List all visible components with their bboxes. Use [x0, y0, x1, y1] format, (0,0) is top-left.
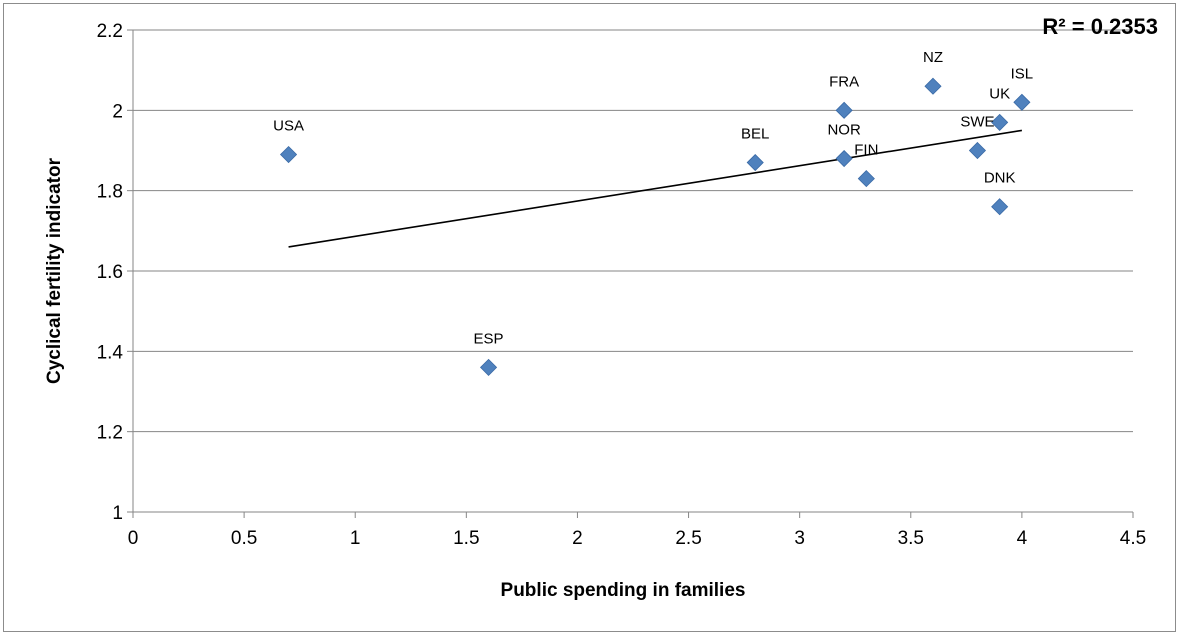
trendline: [288, 129, 1023, 248]
data-point-marker: [1013, 93, 1031, 111]
y-axis-title: Cyclical fertility indicator: [44, 157, 65, 384]
data-point-label: NOR: [827, 122, 861, 139]
data-point-marker: [924, 77, 942, 95]
x-tick-label: 2.5: [675, 528, 701, 549]
x-tick-label: 4.5: [1120, 528, 1146, 549]
data-point-marker: [835, 149, 853, 168]
data-point-marker: [479, 358, 498, 376]
data-point-marker: [835, 101, 853, 119]
x-axis-title: Public spending in families: [501, 580, 746, 601]
data-point-label: UK: [989, 85, 1010, 102]
data-point-label: FRA: [829, 73, 859, 90]
y-tick-label: 2.2: [97, 21, 123, 42]
y-tick-label: 1.6: [97, 262, 123, 283]
data-point-label: USA: [273, 118, 304, 135]
x-tick-label: 0.5: [231, 528, 257, 549]
data-point-label: DNK: [984, 170, 1016, 187]
data-point-label: NZ: [923, 49, 943, 66]
r-squared-annotation: R² = 0.2353: [1042, 14, 1158, 39]
y-tick-label: 1: [112, 503, 123, 524]
y-tick-label: 1.2: [97, 423, 123, 444]
axes: [127, 29, 1134, 518]
chart-frame: [3, 3, 1176, 632]
x-tick-label: 3: [794, 528, 805, 549]
data-point-marker: [857, 170, 875, 188]
data-point-marker: [991, 198, 1009, 216]
y-tick-label: 1.8: [97, 182, 123, 203]
data-points: [279, 77, 1031, 376]
data-point-marker: [991, 113, 1009, 131]
data-point-label: ESP: [474, 330, 504, 347]
gridlines: [133, 29, 1133, 433]
data-point-marker: [279, 145, 298, 164]
x-tick-label: 3.5: [898, 528, 924, 549]
y-tick-label: 2: [112, 101, 123, 122]
data-point-marker: [968, 141, 987, 160]
y-tick-label: 1.4: [97, 342, 124, 363]
data-point-label: BEL: [741, 126, 769, 143]
point-labels: USA ESP BEL FRA NOR FIN NZ SWE UK DNK ISL: [273, 49, 1033, 347]
data-point-label: SWE: [960, 114, 994, 131]
x-tick-label: 4: [1017, 528, 1028, 549]
x-tick-label: 2: [572, 528, 583, 549]
tick-labels: 1 1.2 1.4 1.6 1.8 2 2.2 0 0.5 1 1.5 2 2.5 3 3.5 4 4.5: [97, 21, 1147, 549]
x-tick-label: 0: [128, 528, 139, 549]
data-point-label: ISL: [1011, 65, 1034, 82]
x-tick-label: 1: [350, 528, 361, 549]
data-point-label: FIN: [854, 142, 878, 159]
x-tick-label: 1.5: [453, 528, 479, 549]
data-point-marker: [746, 153, 764, 172]
